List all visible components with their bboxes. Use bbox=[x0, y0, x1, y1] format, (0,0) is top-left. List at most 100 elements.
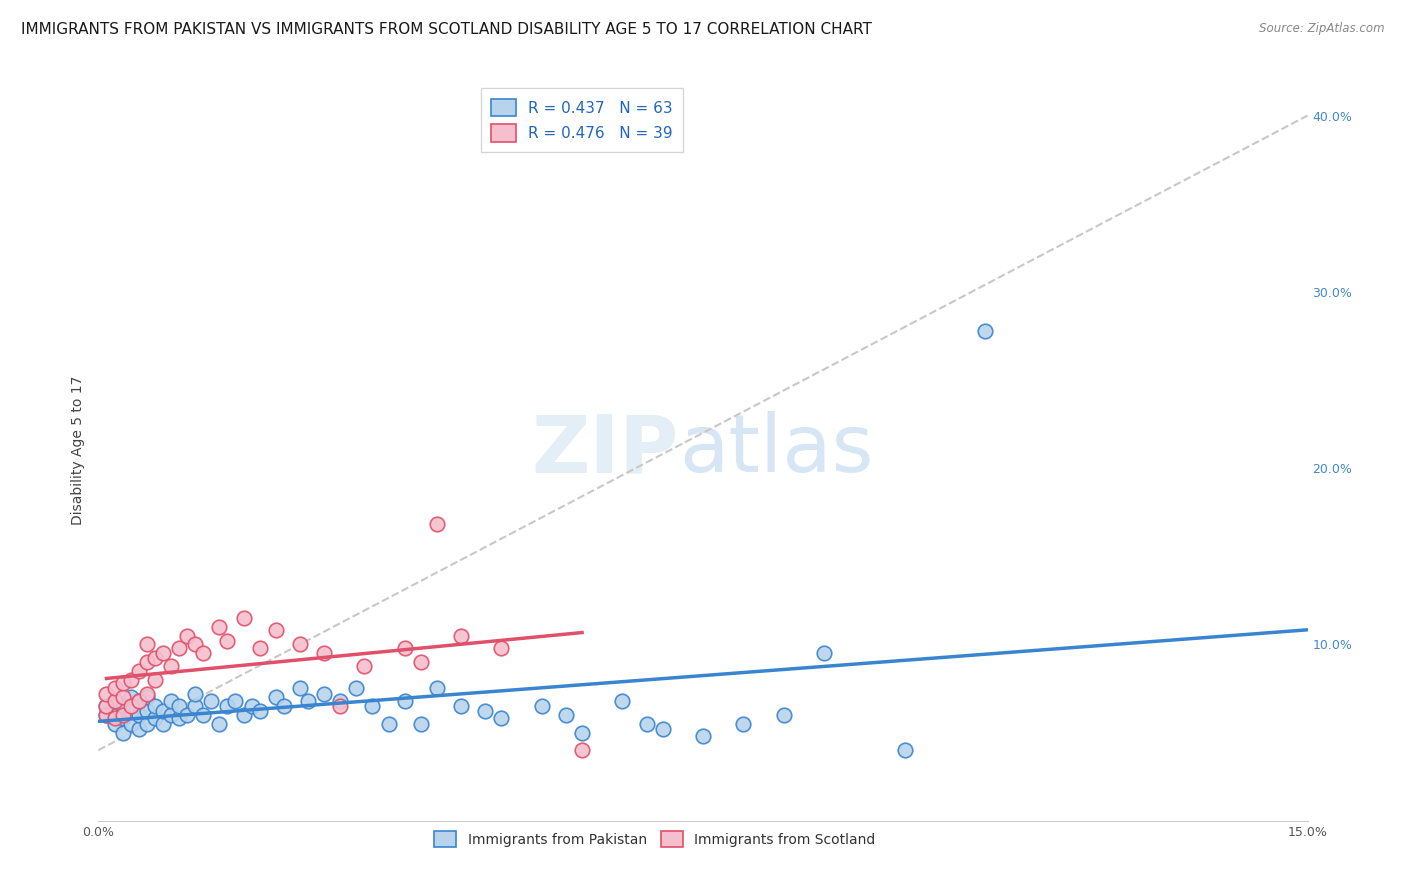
Point bbox=[273, 699, 295, 714]
Point bbox=[651, 722, 673, 736]
Point bbox=[111, 707, 134, 722]
Point bbox=[232, 611, 254, 625]
Point bbox=[160, 694, 183, 708]
Point bbox=[314, 687, 336, 701]
Point bbox=[184, 699, 207, 714]
Point bbox=[450, 699, 472, 714]
Point bbox=[167, 640, 190, 655]
Point bbox=[491, 711, 513, 725]
Point bbox=[111, 690, 134, 705]
Point bbox=[264, 624, 287, 638]
Point bbox=[184, 687, 207, 701]
Point bbox=[612, 694, 634, 708]
Point bbox=[176, 628, 198, 642]
Point bbox=[135, 716, 157, 731]
Point bbox=[361, 699, 384, 714]
Point bbox=[344, 681, 367, 696]
Point bbox=[329, 694, 352, 708]
Point bbox=[249, 704, 271, 718]
Point bbox=[394, 640, 416, 655]
Point bbox=[128, 722, 150, 736]
Y-axis label: Disability Age 5 to 17: Disability Age 5 to 17 bbox=[70, 376, 84, 525]
Point bbox=[111, 699, 134, 714]
Point bbox=[111, 725, 134, 739]
Point bbox=[491, 640, 513, 655]
Point bbox=[103, 694, 125, 708]
Point bbox=[96, 687, 118, 701]
Point bbox=[394, 694, 416, 708]
Point bbox=[893, 743, 915, 757]
Point bbox=[128, 664, 150, 678]
Point bbox=[167, 699, 190, 714]
Point bbox=[288, 681, 311, 696]
Point bbox=[409, 716, 432, 731]
Point bbox=[120, 716, 142, 731]
Point bbox=[128, 694, 150, 708]
Point bbox=[772, 707, 794, 722]
Point bbox=[103, 711, 125, 725]
Point bbox=[120, 704, 142, 718]
Point bbox=[167, 711, 190, 725]
Point bbox=[120, 699, 142, 714]
Point bbox=[571, 725, 593, 739]
Point bbox=[143, 699, 166, 714]
Point bbox=[426, 681, 449, 696]
Point bbox=[152, 704, 174, 718]
Text: atlas: atlas bbox=[679, 411, 873, 490]
Point bbox=[152, 716, 174, 731]
Point bbox=[474, 704, 496, 718]
Point bbox=[96, 707, 118, 722]
Legend: Immigrants from Pakistan, Immigrants from Scotland: Immigrants from Pakistan, Immigrants fro… bbox=[427, 824, 882, 855]
Point bbox=[692, 729, 714, 743]
Point bbox=[103, 716, 125, 731]
Text: ZIP: ZIP bbox=[531, 411, 679, 490]
Point bbox=[426, 517, 449, 532]
Point bbox=[249, 640, 271, 655]
Point bbox=[329, 699, 352, 714]
Point bbox=[103, 707, 125, 722]
Point bbox=[217, 699, 239, 714]
Point bbox=[128, 694, 150, 708]
Point bbox=[193, 707, 215, 722]
Point bbox=[120, 690, 142, 705]
Point bbox=[96, 699, 118, 714]
Point bbox=[409, 655, 432, 669]
Point bbox=[450, 628, 472, 642]
Point bbox=[135, 655, 157, 669]
Point bbox=[733, 716, 755, 731]
Point bbox=[111, 711, 134, 725]
Point bbox=[555, 707, 578, 722]
Point bbox=[240, 699, 263, 714]
Point bbox=[152, 646, 174, 660]
Point bbox=[135, 687, 157, 701]
Point bbox=[193, 646, 215, 660]
Point bbox=[530, 699, 553, 714]
Point bbox=[96, 699, 118, 714]
Text: Source: ZipAtlas.com: Source: ZipAtlas.com bbox=[1260, 22, 1385, 36]
Point bbox=[160, 658, 183, 673]
Point bbox=[217, 633, 239, 648]
Point bbox=[813, 646, 835, 660]
Point bbox=[143, 673, 166, 687]
Point bbox=[288, 637, 311, 651]
Point bbox=[160, 707, 183, 722]
Point bbox=[571, 743, 593, 757]
Point bbox=[176, 707, 198, 722]
Point bbox=[143, 651, 166, 665]
Point bbox=[135, 637, 157, 651]
Point bbox=[353, 658, 375, 673]
Point bbox=[120, 673, 142, 687]
Point bbox=[224, 694, 246, 708]
Point bbox=[208, 620, 231, 634]
Point bbox=[135, 690, 157, 705]
Point bbox=[208, 716, 231, 731]
Point bbox=[200, 694, 222, 708]
Point bbox=[135, 704, 157, 718]
Point bbox=[128, 707, 150, 722]
Point bbox=[184, 637, 207, 651]
Point bbox=[636, 716, 658, 731]
Point bbox=[974, 324, 997, 338]
Point bbox=[103, 681, 125, 696]
Point bbox=[143, 711, 166, 725]
Point bbox=[103, 694, 125, 708]
